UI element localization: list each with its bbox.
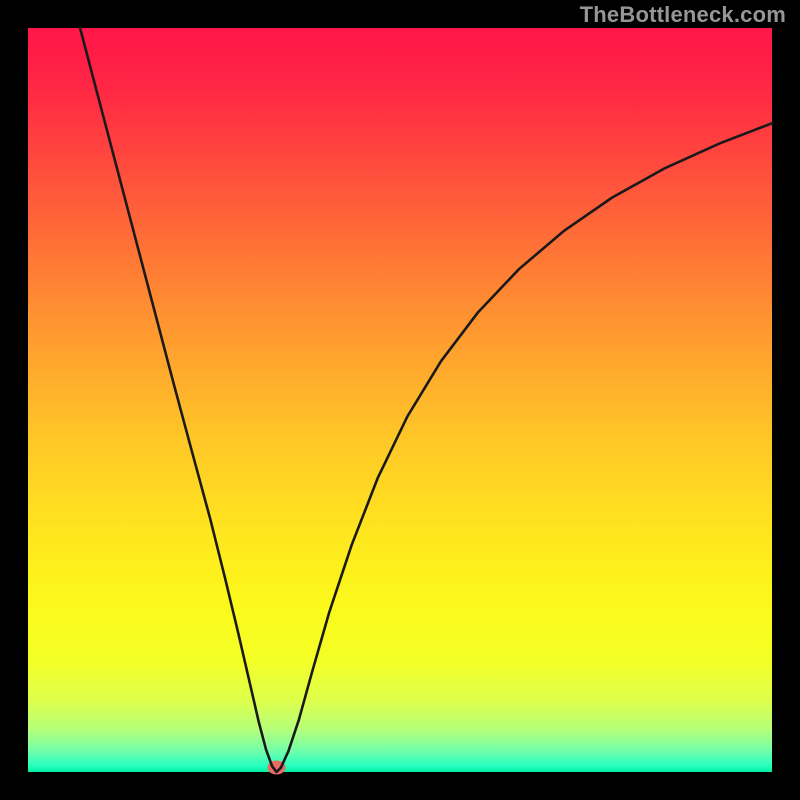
chart-container: TheBottleneck.com xyxy=(0,0,800,800)
plot-gradient-background xyxy=(28,28,772,772)
bottleneck-chart xyxy=(0,0,800,800)
watermark-label: TheBottleneck.com xyxy=(580,2,786,28)
